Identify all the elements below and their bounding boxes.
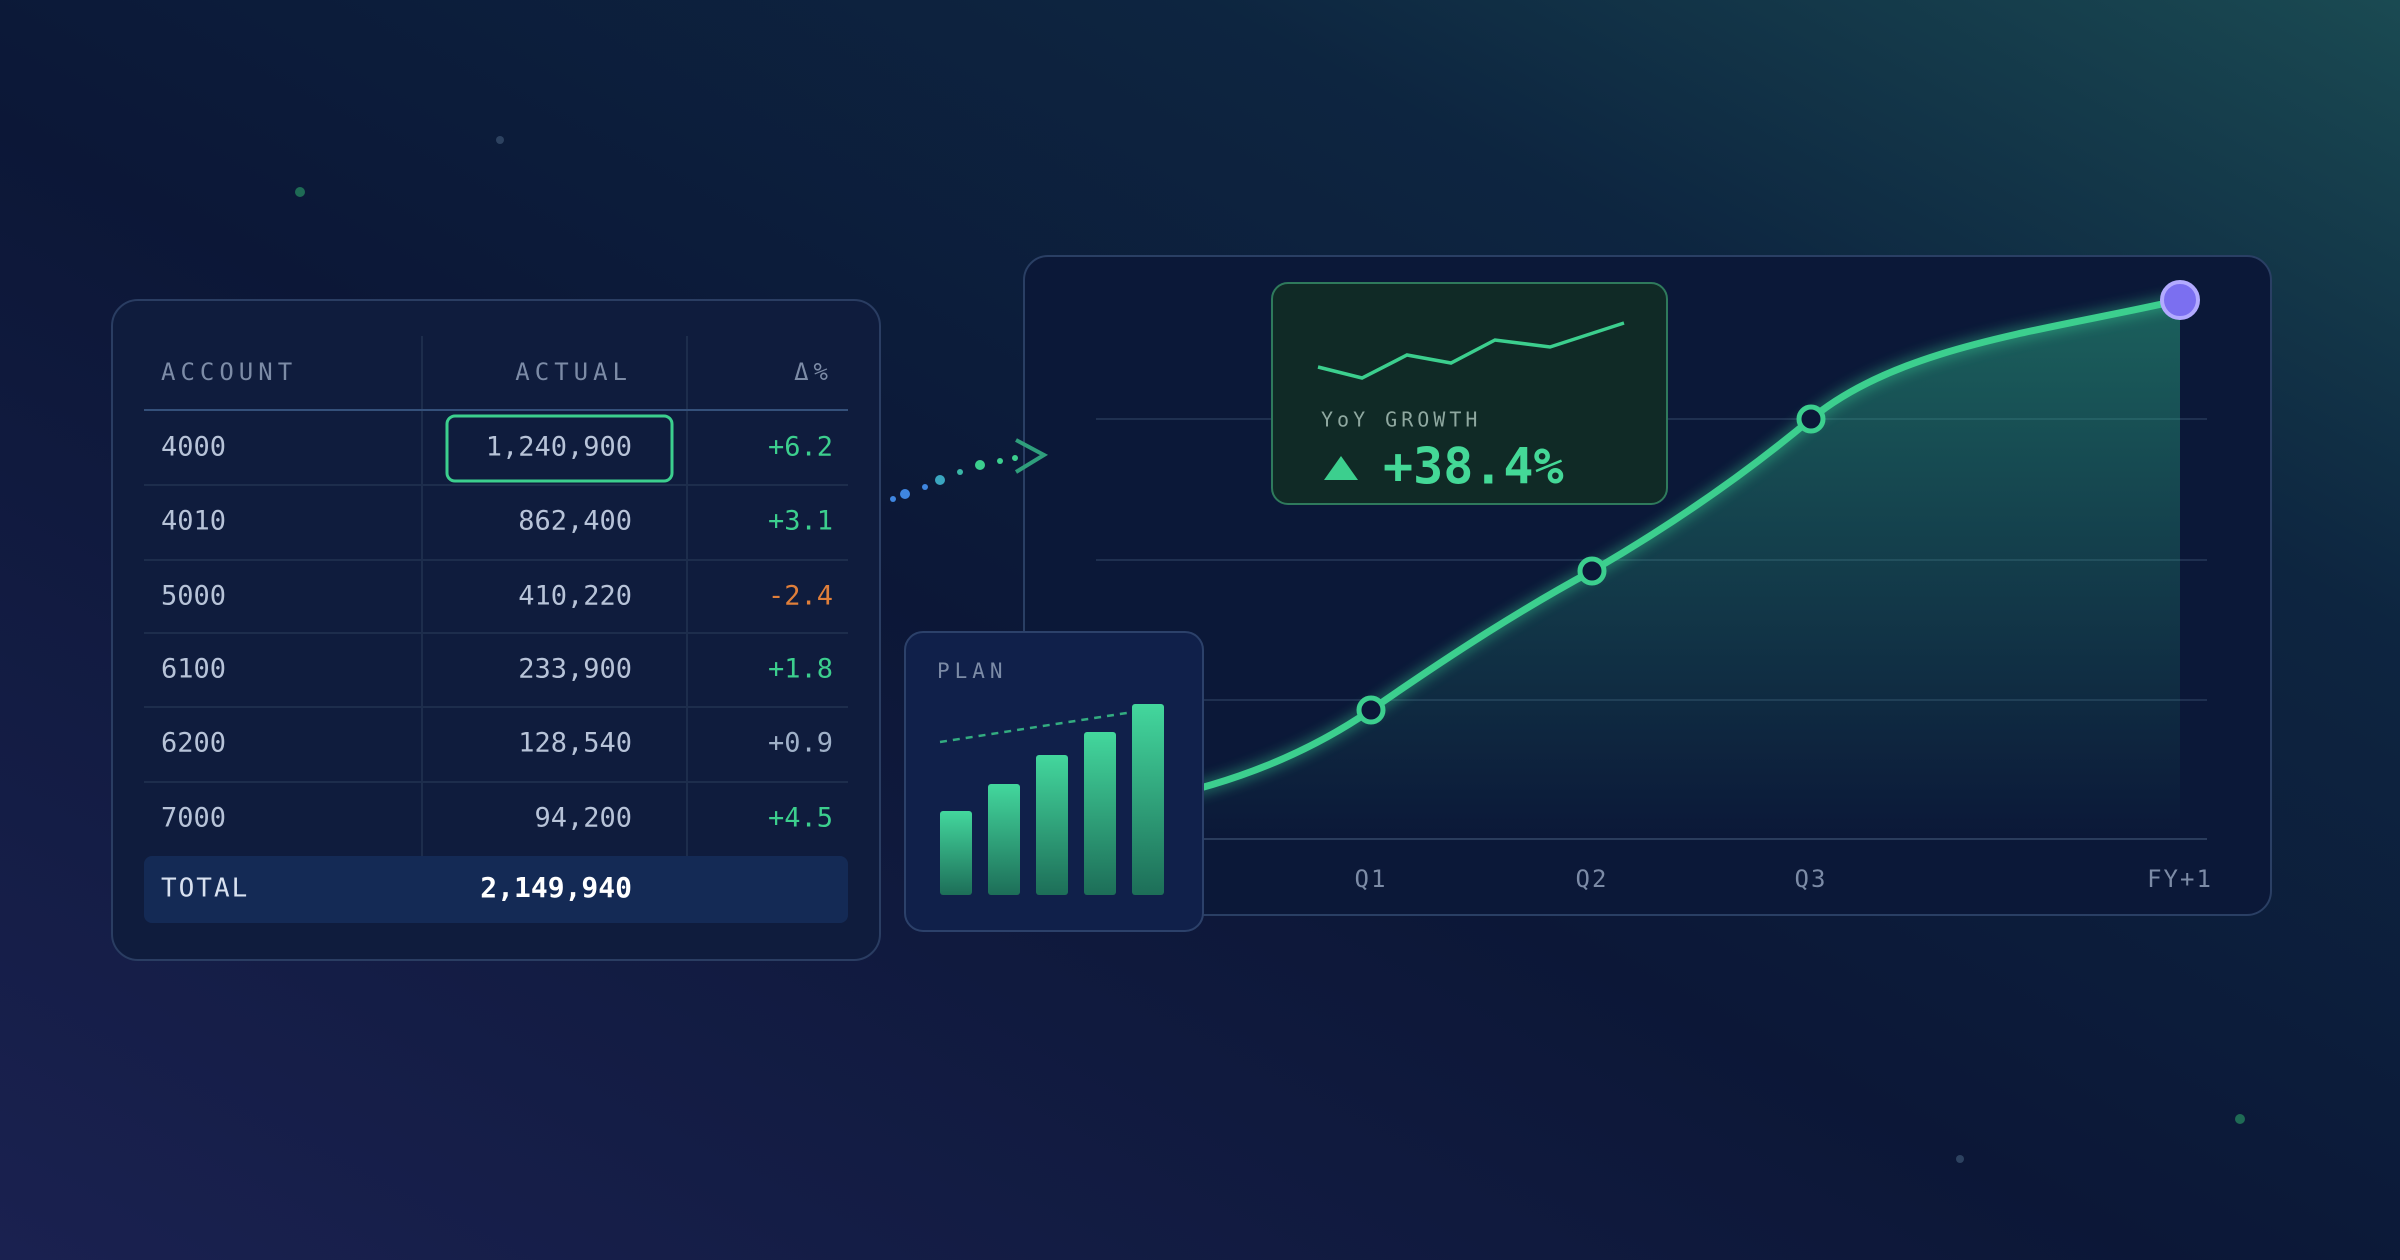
delta-cell: -2.4 xyxy=(768,581,833,612)
target-line xyxy=(939,710,1134,744)
growth-card: YoY GROWTH +38.4% xyxy=(1271,282,1668,505)
card xyxy=(1271,282,1668,505)
connector-dot xyxy=(957,469,963,475)
x-label: Q2 xyxy=(1576,865,1609,893)
bar xyxy=(988,784,1020,895)
connector-dot xyxy=(997,458,1003,464)
actual-cell: 1,240,900 xyxy=(486,432,632,463)
decor-dot xyxy=(1956,1155,1964,1163)
x-label: Q1 xyxy=(1355,865,1388,893)
connector-arrow xyxy=(1014,438,1049,474)
column-header: Δ% xyxy=(794,358,833,386)
selected-cell xyxy=(445,414,674,483)
actual-cell: 128,540 xyxy=(518,728,632,759)
decor-dot xyxy=(496,136,504,144)
x-labels: Q1 Q2 Q3 FY+1 xyxy=(1355,865,2213,893)
delta-cell: +3.1 xyxy=(768,506,833,537)
delta-cell: +1.8 xyxy=(768,654,833,685)
actual-cell: 94,200 xyxy=(534,803,632,834)
actual-cell: 862,400 xyxy=(518,506,632,537)
bar xyxy=(940,811,972,895)
table-panel: ACCOUNT ACTUAL Δ% TOTAL 2,149,940 4000 1,… xyxy=(111,299,881,961)
account-cell: 7000 xyxy=(161,803,226,834)
bar xyxy=(1132,704,1164,895)
total-value: 2,149,940 xyxy=(480,871,632,904)
column-header: ACCOUNT xyxy=(161,358,297,386)
table-header: ACCOUNT ACTUAL Δ% xyxy=(161,358,833,386)
card-label: YoY GROWTH xyxy=(1321,408,1481,432)
card-label: PLAN xyxy=(937,659,1008,683)
delta-cell: +4.5 xyxy=(768,803,833,834)
delta-cell: +6.2 xyxy=(768,432,833,463)
area xyxy=(1150,300,2180,839)
account-cell: 6100 xyxy=(161,654,226,685)
column-header: ACTUAL xyxy=(515,358,632,386)
connector-dot xyxy=(1012,455,1018,461)
connector-dot xyxy=(900,489,910,499)
card-value: +38.4% xyxy=(1383,438,1564,496)
point xyxy=(1356,695,1386,725)
bar xyxy=(1084,732,1116,895)
bar xyxy=(1036,755,1068,895)
connector-dot xyxy=(935,475,945,485)
plan-bars xyxy=(940,704,1164,895)
line xyxy=(1149,296,2181,804)
account-cell: 5000 xyxy=(161,581,226,612)
x-label: Q3 xyxy=(1795,865,1828,893)
point xyxy=(1577,556,1607,586)
connector-dot xyxy=(890,496,896,502)
connector xyxy=(890,438,1049,502)
connector-dot xyxy=(922,484,928,490)
decor-dot xyxy=(295,187,305,197)
sparkline xyxy=(1317,321,1625,380)
account-cell: 4010 xyxy=(161,506,226,537)
plan-card: PLAN xyxy=(904,631,1204,932)
actual-cell: 410,220 xyxy=(518,581,632,612)
connector-dot xyxy=(975,460,985,470)
points xyxy=(1356,404,1826,725)
account-cell: 4000 xyxy=(161,432,226,463)
point xyxy=(1796,404,1826,434)
up-arrow xyxy=(1324,456,1358,480)
delta-cell: +0.9 xyxy=(768,728,833,759)
x-label: FY+1 xyxy=(2147,865,2213,893)
end-point xyxy=(2160,280,2200,320)
total-label: TOTAL xyxy=(161,874,249,904)
decor-dot xyxy=(2235,1114,2245,1124)
total-row xyxy=(144,856,848,923)
actual-cell: 233,900 xyxy=(518,654,632,685)
account-cell: 6200 xyxy=(161,728,226,759)
